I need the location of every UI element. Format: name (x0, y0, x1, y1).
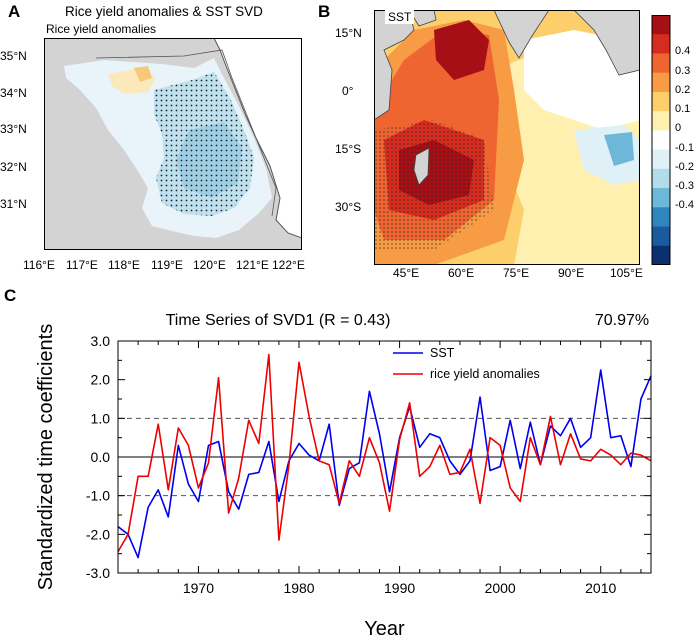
panel-a-lon-tick: 120°E (193, 258, 226, 272)
y-tick-label: 1.0 (91, 410, 111, 426)
legend-sst-label: SST (430, 346, 455, 360)
x-axis-title: Year (364, 618, 405, 640)
arabia-landmass (408, 10, 437, 27)
panel-b-lon-tick: 90°E (558, 266, 585, 280)
arabian-sea-core (434, 20, 489, 80)
x-tick-label: 2000 (485, 580, 516, 596)
time-series-chart: Time Series of SVD1 (R = 0.43) 70.97% 3.0 2… (35, 312, 652, 640)
colorbar-swatch (652, 111, 670, 131)
x-tick-label: 2010 (585, 580, 616, 596)
colorbar-label: 0.1 (675, 103, 691, 116)
panel-c-letter: C (4, 286, 17, 305)
panel-a-lat-tick: 32°N (0, 160, 27, 174)
panel-a-letter: A (8, 2, 21, 21)
panel-a-lon-tick: 117°E (66, 258, 98, 272)
colorbar-swatch (652, 188, 670, 208)
panel-a-frame (44, 38, 302, 250)
panel-a-lat-tick: 35°N (0, 49, 27, 63)
colorbar-swatch (652, 226, 670, 247)
madagascar-island (413, 147, 430, 186)
colorbar-swatch (652, 72, 670, 93)
panel-a-lat-tick: 33°N (0, 122, 27, 136)
panel-b-lon-tick: 45°E (393, 266, 420, 280)
x-tick-label: 1990 (384, 580, 415, 596)
panel-b-lon-tick: 60°E (448, 266, 475, 280)
coastline (95, 49, 277, 217)
panel-b-subtitle: SST (385, 10, 415, 24)
panel-b-lat-tick: 15°N (335, 26, 362, 40)
colorbar-swatch (652, 130, 670, 151)
negative-core-region (604, 132, 634, 166)
panel-a-lon-tick: 116°E (23, 258, 55, 272)
y-axis-title: Standardized time coefficients (35, 324, 57, 590)
colorbar-swatch (652, 53, 670, 74)
colorbar-label: 0 (675, 122, 682, 135)
x-tick-label: 1980 (283, 580, 314, 596)
colorbar-label: -0.2 (675, 160, 694, 173)
variance-annotation: 70.97% (595, 312, 649, 329)
panel-b-lat-tick: 0° (342, 84, 354, 98)
panel-a-lat-tick: 31°N (0, 197, 27, 211)
colorbar-label: -0.4 (675, 199, 694, 212)
colorbar-label: 0.4 (675, 45, 691, 58)
panel-b-map (374, 10, 640, 265)
chart-title: Time Series of SVD1 (R = 0.43) (166, 312, 391, 329)
colorbar-label: 0.3 (675, 64, 691, 77)
significance-stippling (154, 72, 254, 216)
positive-core (134, 66, 152, 82)
southeast-asia-landmass (573, 10, 640, 76)
panel-a-map (44, 38, 302, 250)
panel-b-lon-tick: 75°E (503, 266, 530, 280)
x-tick-label: 1970 (183, 580, 214, 596)
panel-b-frame (374, 10, 640, 265)
panel-b-lon-tick: 105°E (610, 266, 643, 280)
sst-colorbar (651, 15, 671, 265)
panel-a-lon-tick: 119°E (151, 258, 183, 272)
colorbar-swatch (652, 91, 670, 112)
y-tick-label: -1.0 (86, 488, 110, 504)
legend-rice-yield-label: rice yield anomalies (430, 367, 540, 381)
y-tick-label: 2.0 (91, 372, 111, 388)
colorbar-frame (651, 15, 671, 265)
panel-a-lon-tick: 121°E (236, 258, 269, 272)
colorbar-swatch (652, 34, 670, 54)
colorbar-swatch (652, 207, 670, 228)
panel-a-lon-tick: 122°E (272, 258, 305, 272)
panel-a-title: Rice yield anomalies & SST SVD (65, 4, 263, 19)
panel-a-lat-tick: 34°N (0, 86, 27, 100)
y-tick-label: 3.0 (91, 333, 111, 349)
panel-b-lat-tick: 15°S (335, 142, 362, 156)
india-landmass (493, 10, 550, 59)
sst-stippling (374, 120, 494, 250)
colorbar-swatch (652, 15, 670, 35)
colorbar-labels: 0.4 0.3 0.2 0.1 0 -0.1 -0.2 -0.3 -0.4 (673, 15, 699, 265)
panel-b-lat-tick: 30°S (335, 200, 362, 214)
colorbar-swatch (652, 168, 670, 189)
colorbar-swatch (652, 149, 670, 170)
colorbar-swatch (652, 245, 670, 265)
panel-a-subtitle: Rice yield anomalies (46, 22, 157, 36)
y-tick-label: 0.0 (91, 449, 111, 465)
panel-b-letter: B (318, 2, 331, 21)
colorbar-label: 0.2 (675, 83, 691, 96)
colorbar-label: -0.3 (675, 180, 694, 193)
colorbar-label: -0.1 (675, 141, 694, 154)
y-tick-label: -2.0 (86, 526, 110, 542)
rice-yield-series-line (117, 353, 652, 553)
panel-a-lon-tick: 118°E (108, 258, 140, 272)
y-tick-label: -3.0 (86, 565, 110, 581)
sst-series-line (117, 369, 652, 559)
